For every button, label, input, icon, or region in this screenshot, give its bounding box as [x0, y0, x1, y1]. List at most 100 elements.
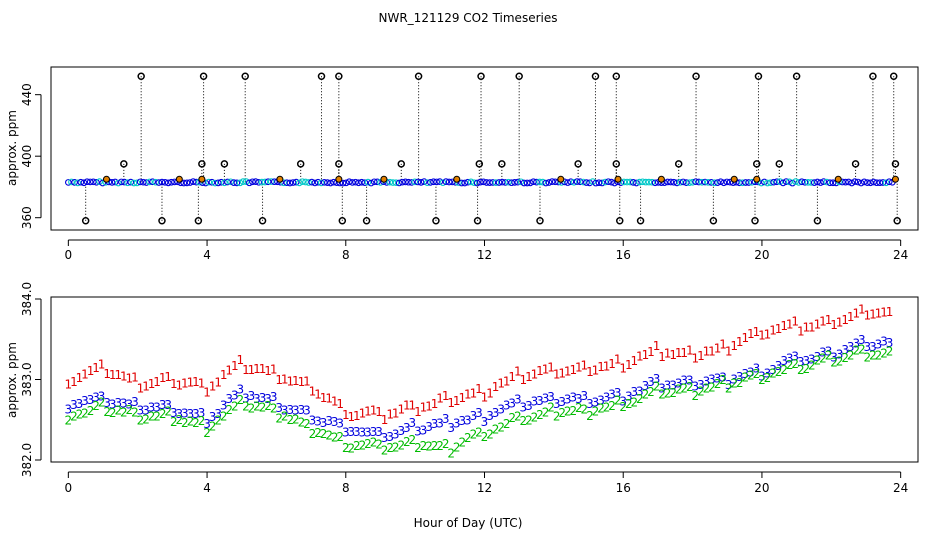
- bottom-point-marker: 3: [70, 398, 78, 412]
- top-spike-marker: [614, 175, 622, 183]
- bottom-point-marker: 3: [714, 372, 722, 386]
- bottom-point-marker: 1: [819, 314, 827, 328]
- top-sample-point: [64, 179, 72, 186]
- bottom-point-marker: 2: [248, 401, 256, 415]
- bottom-point-marker: 1: [741, 331, 749, 345]
- top-sample-point: [221, 179, 228, 187]
- top-spike-point: [692, 72, 700, 80]
- bottom-point-marker: 3: [569, 391, 577, 405]
- top-plot-frame: [50, 66, 919, 231]
- bottom-point-marker: 2: [708, 381, 716, 395]
- top-sample-point: [570, 178, 578, 186]
- bottom-point-marker: 3: [547, 390, 555, 404]
- bottom-point-marker: 2: [614, 394, 622, 408]
- top-sample-point: [604, 178, 612, 186]
- top-sample-point: [464, 178, 472, 186]
- bottom-point-marker: 2: [880, 347, 888, 361]
- top-spike-marker: [338, 217, 347, 225]
- bottom-point-marker: 1: [181, 376, 189, 390]
- top-x-tick-label: 0: [65, 248, 73, 262]
- bottom-point-marker: 2: [769, 367, 777, 381]
- bottom-point-marker: 3: [692, 379, 700, 393]
- bottom-point-marker: 3: [126, 398, 134, 412]
- bottom-point-marker: 1: [475, 382, 483, 396]
- top-spike-marker: [657, 175, 665, 183]
- bottom-point-marker: 3: [852, 336, 860, 350]
- bottom-point-marker: 1: [436, 392, 444, 406]
- bottom-point-marker: 1: [791, 315, 799, 329]
- bottom-point-marker: 3: [87, 393, 95, 407]
- top-sample-point: [358, 178, 366, 186]
- top-sample-point: [261, 178, 269, 186]
- bottom-point-marker: 2: [780, 363, 788, 377]
- top-sample-point: [430, 178, 437, 186]
- bottom-point-marker: 1: [114, 368, 122, 382]
- bottom-point-marker: 3: [553, 397, 561, 411]
- top-sample-point: [114, 179, 122, 187]
- bottom-point-marker: 3: [586, 397, 594, 411]
- bottom-point-marker: 2: [414, 441, 422, 455]
- bottom-point-marker: 3: [264, 392, 272, 406]
- bottom-point-marker: 2: [592, 405, 600, 419]
- bottom-point-marker: 3: [414, 425, 422, 439]
- top-sample-point: [361, 179, 369, 187]
- top-sample-point: [96, 178, 103, 186]
- top-sample-point: [567, 178, 575, 186]
- top-sample-point: [77, 178, 85, 186]
- bottom-point-marker: 3: [231, 388, 239, 402]
- top-spike-point: [397, 160, 406, 168]
- bottom-point-marker: 1: [275, 373, 283, 387]
- top-spike-point: [792, 72, 801, 80]
- bottom-point-marker: 2: [636, 392, 644, 406]
- top-sample-point: [164, 179, 172, 187]
- bottom-point-marker: 1: [830, 318, 838, 332]
- bottom-point-marker: 3: [336, 416, 344, 430]
- top-spike-point: [889, 72, 898, 80]
- top-spike-marker: [380, 175, 388, 183]
- bottom-point-marker: 1: [103, 367, 111, 381]
- bottom-point-marker: 3: [814, 350, 822, 364]
- top-sample-point: [576, 178, 584, 186]
- top-sample-point: [339, 179, 347, 187]
- top-sample-point: [395, 179, 403, 187]
- bottom-point-marker: 3: [531, 394, 539, 408]
- top-sample-point: [501, 179, 509, 186]
- top-spike-point: [317, 72, 326, 80]
- top-sample-point: [717, 178, 725, 186]
- top-sample-point: [579, 178, 587, 186]
- bottom-point-marker: 2: [314, 426, 322, 440]
- top-sample-point: [167, 178, 175, 186]
- top-sample-point: [224, 178, 231, 186]
- bottom-point-marker: 2: [164, 404, 172, 418]
- bottom-point-marker: 2: [525, 414, 533, 428]
- top-sample-point: [761, 178, 768, 186]
- bottom-point-marker: 1: [503, 375, 511, 389]
- bottom-point-marker: 3: [76, 397, 84, 411]
- top-spike-point: [612, 72, 621, 80]
- top-sample-point: [489, 179, 497, 186]
- bottom-point-marker: 1: [237, 353, 245, 367]
- top-sample-point: [876, 179, 884, 187]
- top-spike-marker: [753, 175, 761, 183]
- top-sample-point: [620, 178, 628, 186]
- bottom-point-marker: 1: [730, 339, 738, 353]
- bottom-point-marker: 2: [76, 407, 84, 421]
- top-sample-point: [86, 178, 94, 186]
- top-sample-point: [648, 178, 656, 186]
- bottom-point-marker: 2: [625, 397, 633, 411]
- top-sample-point: [311, 179, 319, 187]
- top-x-tick-label: 8: [342, 248, 350, 262]
- top-sample-point: [155, 179, 163, 186]
- bottom-point-marker: 3: [830, 350, 838, 364]
- top-sample-point: [211, 179, 219, 187]
- bottom-point-marker: 1: [836, 316, 844, 330]
- bottom-point-marker: 3: [409, 416, 417, 430]
- bottom-point-marker: 1: [331, 395, 339, 409]
- bottom-point-marker: 3: [170, 406, 178, 420]
- top-spike-marker: [674, 160, 683, 168]
- bottom-point-marker: 1: [281, 373, 289, 387]
- top-x-tick-label: 16: [616, 248, 631, 262]
- bottom-point-marker: 1: [286, 375, 294, 389]
- top-spike-point: [296, 160, 305, 168]
- bottom-point-marker: 1: [470, 387, 478, 401]
